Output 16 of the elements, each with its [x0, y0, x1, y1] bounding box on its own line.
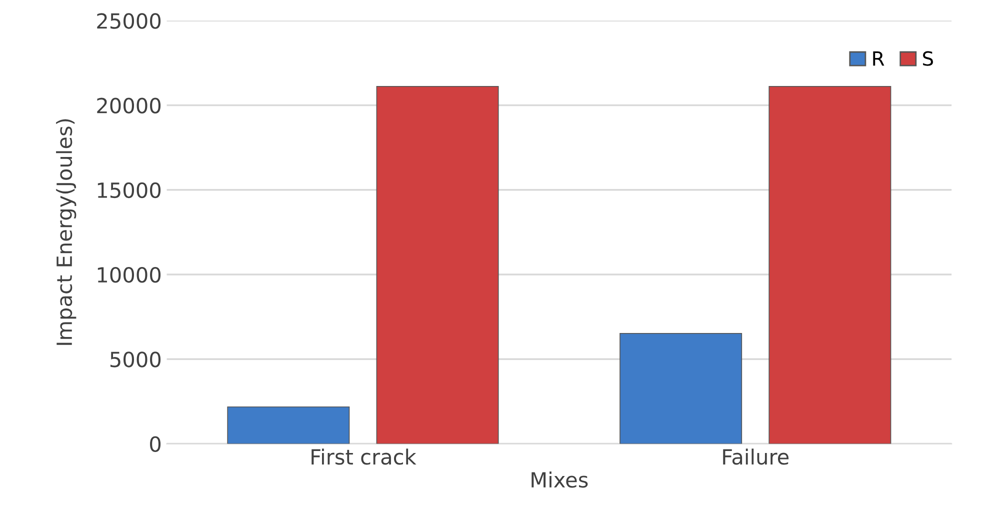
- legend-label: S: [923, 51, 933, 66]
- x-tick-label: First crack: [312, 448, 416, 465]
- y-tick-label: 25000: [97, 13, 161, 29]
- y-axis-title: Impact Energy(Joules): [56, 119, 76, 345]
- y-tick-label: 15000: [98, 182, 161, 198]
- y-tick-label: 20000: [97, 98, 161, 114]
- x-axis-title: Mixes: [532, 472, 588, 488]
- bar: [620, 332, 742, 444]
- x-tick-label: Failure: [723, 448, 789, 465]
- y-tick-label: 10000: [98, 266, 161, 283]
- bar: [227, 406, 350, 444]
- legend-label: R: [873, 51, 884, 66]
- y-tick-label: 0: [150, 436, 161, 452]
- bar: [768, 86, 892, 444]
- y-tick-label: 5000: [110, 352, 161, 368]
- bar: [376, 86, 499, 444]
